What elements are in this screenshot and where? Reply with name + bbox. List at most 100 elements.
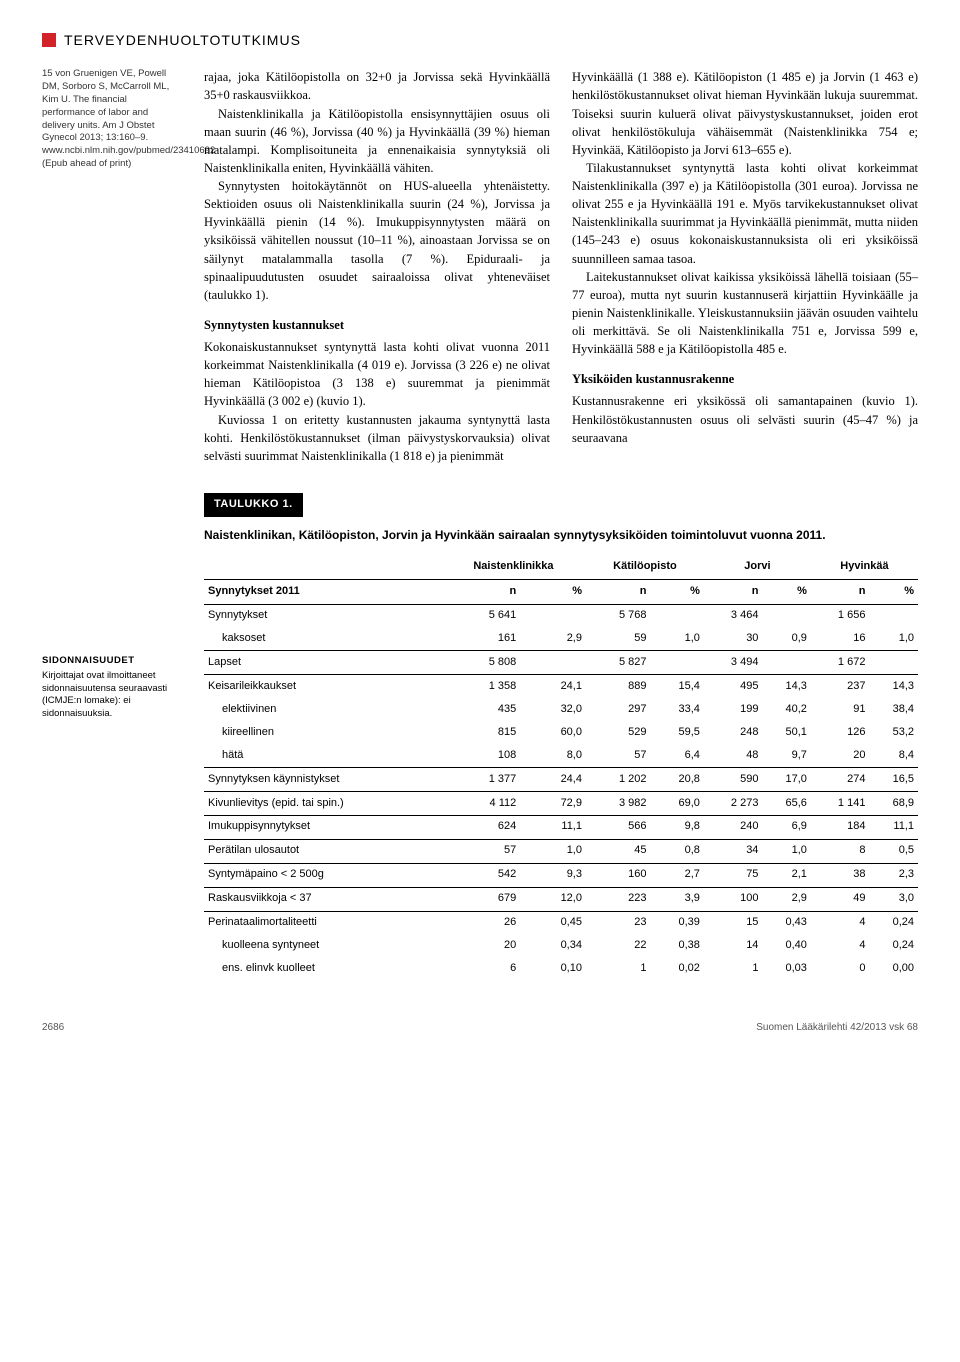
table-sub-header: Synnytykset 2011 n % n % n % n % — [204, 580, 918, 604]
cell: 3,0 — [869, 887, 918, 911]
cell: 0,38 — [650, 935, 703, 958]
cell: 60,0 — [520, 721, 586, 744]
cell: 1 — [586, 958, 650, 981]
cell: 1 202 — [586, 768, 650, 792]
disclosure-heading: SIDONNAISUUDET — [42, 655, 182, 668]
cell: 160 — [586, 863, 650, 887]
table-row: Perätilan ulosautot571,0450,8341,080,5 — [204, 839, 918, 863]
cell: 0,9 — [762, 627, 810, 650]
cell: 72,9 — [520, 792, 586, 816]
cell: 274 — [811, 768, 870, 792]
cell: 14,3 — [869, 675, 918, 698]
cell: 100 — [704, 887, 763, 911]
cell: 495 — [704, 675, 763, 698]
cell: 1,0 — [650, 627, 703, 650]
cell: 889 — [586, 675, 650, 698]
reference-text: von Gruenigen VE, Powell DM, Sorboro S, … — [42, 68, 215, 169]
subheading: Yksiköiden kustannusrakenne — [572, 370, 918, 388]
cell — [520, 651, 586, 675]
cell: 75 — [704, 863, 763, 887]
cell — [650, 604, 703, 627]
paragraph: Kuviossa 1 on eritetty kustannusten jaka… — [204, 411, 550, 465]
paragraph: Synnytysten hoitokäytännöt on HUS-alueel… — [204, 177, 550, 304]
cell: 1 — [704, 958, 763, 981]
page-footer: 2686 Suomen Lääkärilehti 42/2013 vsk 68 — [42, 1021, 918, 1036]
cell: 49 — [811, 887, 870, 911]
cell: 1,0 — [762, 839, 810, 863]
disclosure-block: SIDONNAISUUDET Kirjoittajat ovat ilmoitt… — [42, 655, 182, 721]
row-label: kaksoset — [204, 627, 441, 650]
cell: 5 768 — [586, 604, 650, 627]
table-row: ens. elinvk kuolleet60,1010,0210,0300,00 — [204, 958, 918, 981]
cell: 199 — [704, 698, 763, 721]
cell: 2,9 — [520, 627, 586, 650]
row-label-head: Synnytykset 2011 — [204, 580, 441, 604]
cell: 34 — [704, 839, 763, 863]
row-label: Perinataalimortaliteetti — [204, 911, 441, 934]
cell: 9,3 — [520, 863, 586, 887]
table-block: TAULUKKO 1. Naistenklinikan, Kätilöopist… — [204, 493, 918, 981]
cell: 4 — [811, 911, 870, 934]
row-label: ens. elinvk kuolleet — [204, 958, 441, 981]
cell: 26 — [441, 911, 520, 934]
table-row: kaksoset1612,9591,0300,9161,0 — [204, 627, 918, 650]
table-row: Synnytykset5 6415 7683 4641 656 — [204, 604, 918, 627]
table-row: kiireellinen81560,052959,524850,112653,2 — [204, 721, 918, 744]
cell: 1 141 — [811, 792, 870, 816]
cell: 566 — [586, 815, 650, 839]
cell: 53,2 — [869, 721, 918, 744]
row-label: Lapset — [204, 651, 441, 675]
cell: 3,9 — [650, 887, 703, 911]
cell: 1,0 — [869, 627, 918, 650]
cell — [869, 604, 918, 627]
cell: 5 641 — [441, 604, 520, 627]
table-tag: TAULUKKO 1. — [204, 493, 303, 517]
reference-number: 15 — [42, 68, 53, 79]
cell: 57 — [441, 839, 520, 863]
cell: 24,1 — [520, 675, 586, 698]
cell: 8,0 — [520, 744, 586, 767]
cell: 32,0 — [520, 698, 586, 721]
table-caption: Naistenklinikan, Kätilöopiston, Jorvin j… — [204, 527, 918, 544]
cell: 59 — [586, 627, 650, 650]
cell: 108 — [441, 744, 520, 767]
reference-sidebar: 15 von Gruenigen VE, Powell DM, Sorboro … — [42, 68, 182, 465]
cell: 40,2 — [762, 698, 810, 721]
cell: 69,0 — [650, 792, 703, 816]
table-group-header: Naistenklinikka Kätilöopisto Jorvi Hyvin… — [204, 556, 918, 580]
cell: 0,45 — [520, 911, 586, 934]
cell: 20,8 — [650, 768, 703, 792]
table-row: Raskausviikkoja < 3767912,02233,91002,94… — [204, 887, 918, 911]
col-group: Jorvi — [704, 556, 811, 580]
cell: 2,1 — [762, 863, 810, 887]
cell: 3 494 — [704, 651, 763, 675]
body-text: rajaa, joka Kätilöopistolla on 32+0 ja J… — [204, 68, 918, 465]
section-tag: TERVEYDENHUOLTOTUTKIMUS — [42, 30, 918, 50]
cell: 590 — [704, 768, 763, 792]
cell: 5 808 — [441, 651, 520, 675]
row-label: elektiivinen — [204, 698, 441, 721]
red-square-icon — [42, 33, 56, 47]
data-table: Naistenklinikka Kätilöopisto Jorvi Hyvin… — [204, 556, 918, 981]
col-group: Hyvinkää — [811, 556, 918, 580]
cell: 2,9 — [762, 887, 810, 911]
row-label: Raskausviikkoja < 37 — [204, 887, 441, 911]
cell: 5 827 — [586, 651, 650, 675]
cell: 0,39 — [650, 911, 703, 934]
table-row: Lapset5 8085 8273 4941 672 — [204, 651, 918, 675]
subheading: Synnytysten kustannukset — [204, 316, 550, 334]
cell — [520, 604, 586, 627]
cell: 17,0 — [762, 768, 810, 792]
cell: 23 — [586, 911, 650, 934]
paragraph: Tilakustannukset syntynyttä lasta kohti … — [572, 159, 918, 268]
cell: 679 — [441, 887, 520, 911]
cell: 542 — [441, 863, 520, 887]
cell: 0,34 — [520, 935, 586, 958]
cell: 9,7 — [762, 744, 810, 767]
cell: 38,4 — [869, 698, 918, 721]
cell: 3 982 — [586, 792, 650, 816]
cell: 0,5 — [869, 839, 918, 863]
cell: 6 — [441, 958, 520, 981]
cell: 68,9 — [869, 792, 918, 816]
cell: 0,24 — [869, 911, 918, 934]
